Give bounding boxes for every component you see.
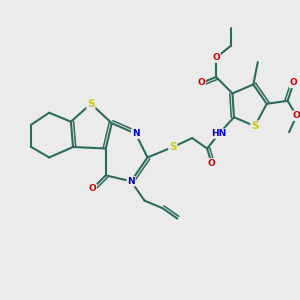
Text: O: O <box>290 78 297 87</box>
Text: O: O <box>197 78 205 87</box>
Text: O: O <box>212 53 220 62</box>
Text: HN: HN <box>212 129 227 138</box>
Text: O: O <box>88 184 96 193</box>
Text: S: S <box>251 121 259 131</box>
Text: N: N <box>127 177 135 186</box>
Text: S: S <box>87 99 94 109</box>
Text: O: O <box>208 159 215 168</box>
Text: N: N <box>132 129 140 138</box>
Text: O: O <box>293 111 300 120</box>
Text: S: S <box>169 142 177 152</box>
